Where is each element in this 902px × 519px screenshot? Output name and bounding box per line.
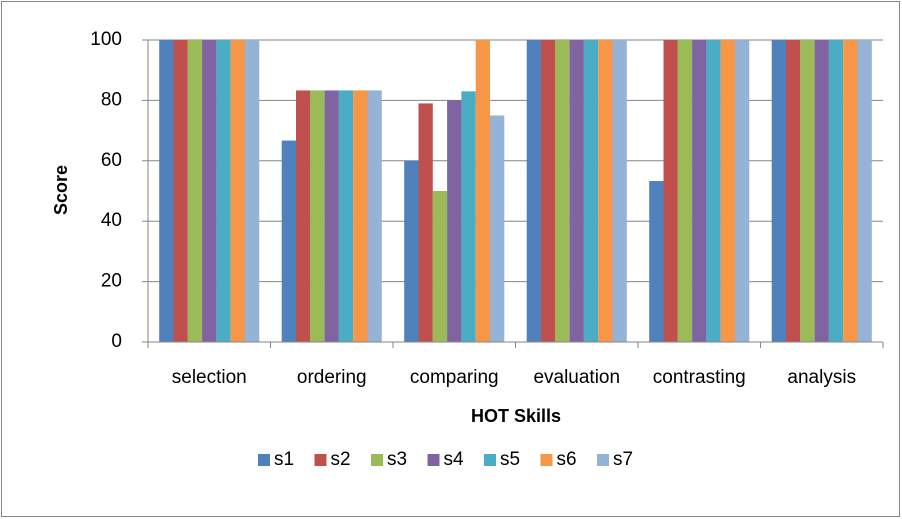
bar xyxy=(296,90,311,343)
bar xyxy=(583,40,599,342)
bar xyxy=(692,40,707,342)
legend-label: s1 xyxy=(274,449,294,470)
legend-label: s4 xyxy=(444,449,465,470)
bar xyxy=(447,100,462,343)
bar xyxy=(173,40,188,342)
x-tick-label: ordering xyxy=(297,367,367,388)
y-tick-label: 60 xyxy=(101,150,122,171)
bar xyxy=(310,90,325,343)
legend-label: s7 xyxy=(613,449,633,470)
bar xyxy=(353,90,368,343)
bar xyxy=(857,40,872,342)
bar xyxy=(418,103,433,342)
legend-swatch xyxy=(258,454,270,466)
bar xyxy=(843,40,858,342)
bar xyxy=(187,40,203,342)
bar xyxy=(404,160,419,342)
bar xyxy=(367,90,382,343)
legend-swatch xyxy=(597,454,609,466)
legend-label: s3 xyxy=(387,449,407,470)
bar xyxy=(281,140,296,342)
bar xyxy=(338,90,354,343)
bar xyxy=(677,40,693,342)
bar xyxy=(245,40,260,342)
x-axis-label: HOT Skills xyxy=(471,406,561,426)
bar xyxy=(720,40,735,342)
x-tick-label: analysis xyxy=(787,367,856,388)
legend-label: s6 xyxy=(557,449,577,470)
y-tick-label: 80 xyxy=(101,89,122,110)
legend-swatch xyxy=(540,454,553,466)
x-tick-label: comparing xyxy=(410,367,499,388)
bar xyxy=(706,40,721,342)
bar xyxy=(490,115,505,342)
bar xyxy=(612,40,627,342)
bar xyxy=(828,40,844,342)
bar xyxy=(324,90,339,343)
bar xyxy=(216,40,231,342)
legend-swatch xyxy=(484,454,496,466)
bar xyxy=(800,40,815,342)
y-tick-label: 0 xyxy=(111,331,122,352)
bar xyxy=(735,40,750,342)
bar xyxy=(159,40,174,342)
legend-swatch xyxy=(314,454,327,466)
bar xyxy=(475,40,490,342)
x-tick-label: evaluation xyxy=(533,367,620,388)
bar xyxy=(461,91,476,342)
bar xyxy=(569,40,584,342)
legend-swatch xyxy=(427,454,440,466)
bar xyxy=(598,40,613,342)
bar xyxy=(202,40,217,342)
bar xyxy=(814,40,829,342)
bar xyxy=(541,40,556,342)
x-tick-label: selection xyxy=(172,367,247,388)
y-tick-label: 100 xyxy=(90,29,122,50)
y-tick-label: 40 xyxy=(101,210,122,231)
legend-label: s5 xyxy=(500,449,520,470)
y-tick-label: 20 xyxy=(101,271,122,292)
y-axis-label: Score xyxy=(51,165,71,215)
x-tick-label: contrasting xyxy=(653,367,746,388)
legend-swatch xyxy=(371,454,383,466)
bar xyxy=(786,40,801,342)
bar xyxy=(526,40,541,342)
bar xyxy=(432,191,448,342)
bar xyxy=(663,40,678,342)
bar xyxy=(649,181,664,342)
legend-label: s2 xyxy=(331,449,351,470)
bar xyxy=(771,40,786,342)
bar xyxy=(230,40,245,342)
bar xyxy=(555,40,570,342)
